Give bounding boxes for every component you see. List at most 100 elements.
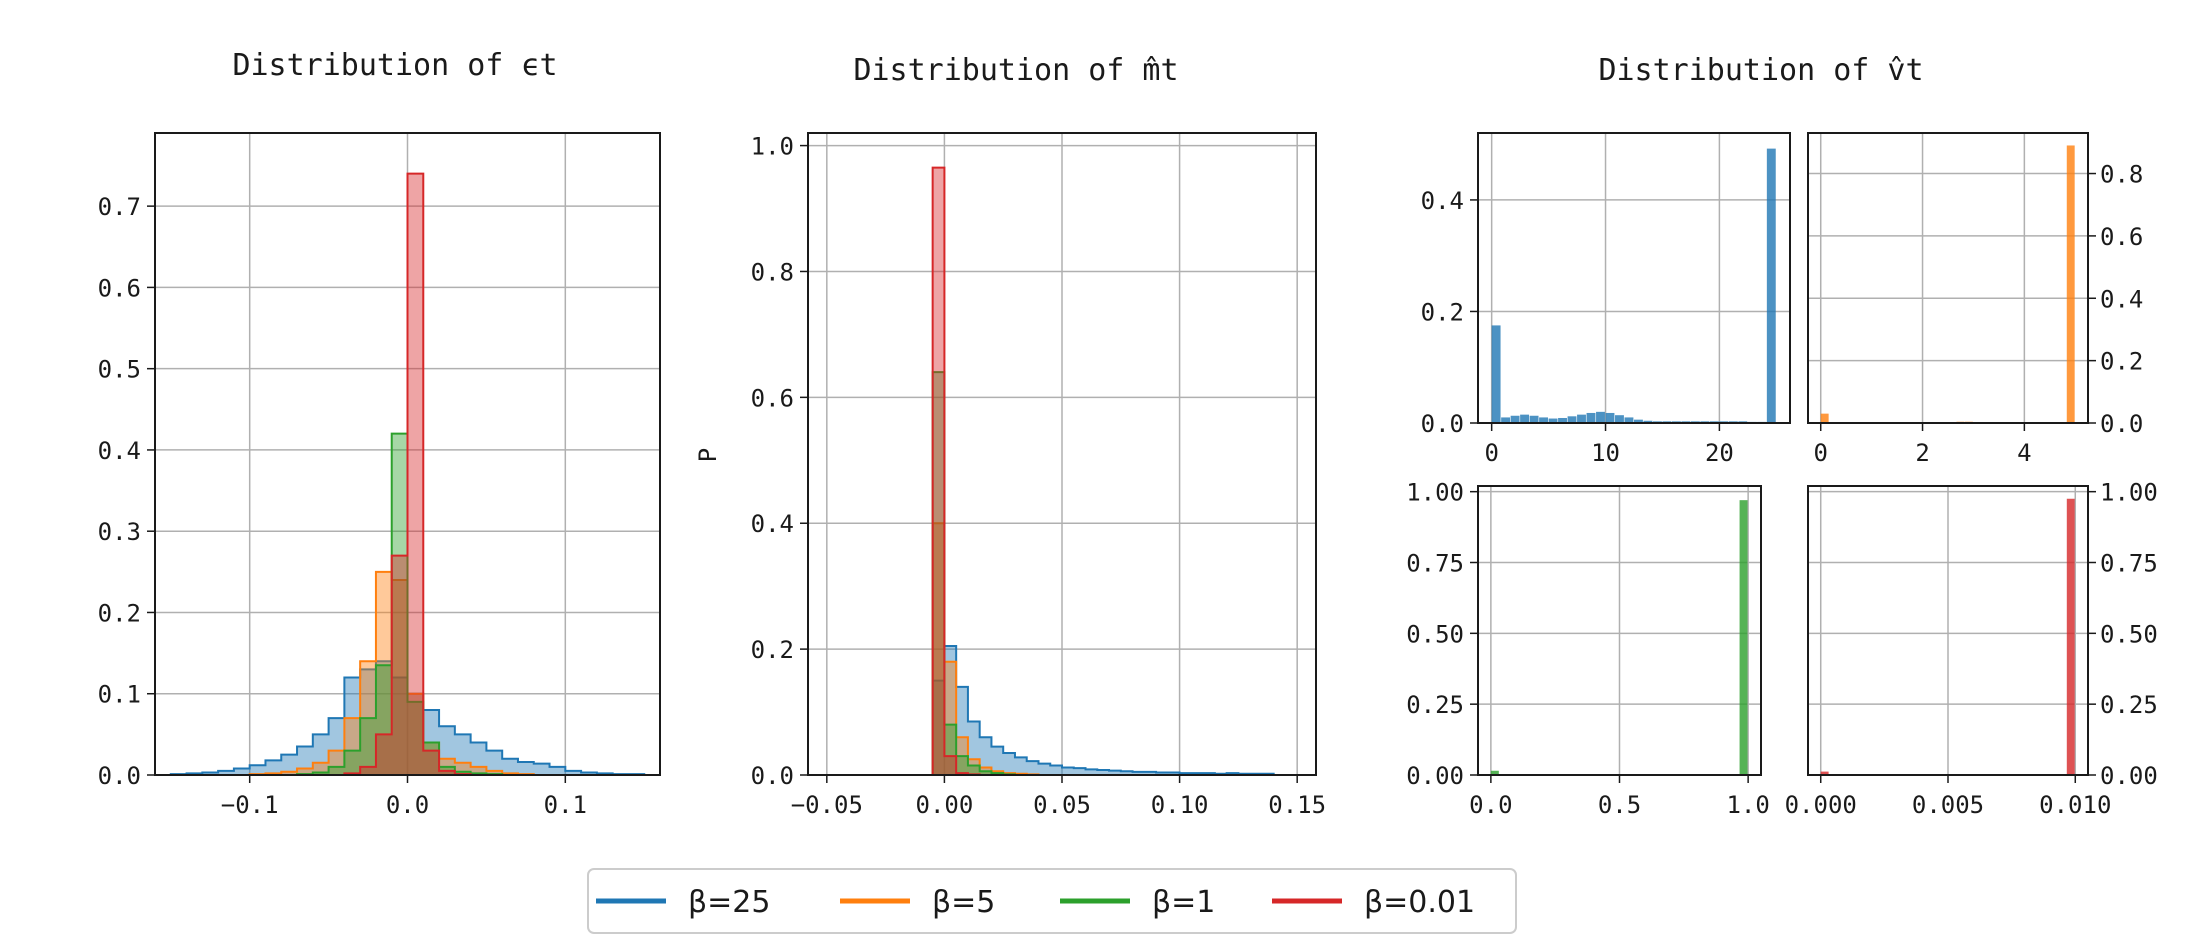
xtick-label: 2	[1915, 439, 1929, 467]
ytick-label: 0.8	[2100, 161, 2143, 189]
bar-1	[1501, 417, 1511, 423]
ytick-label: 0.7	[98, 193, 141, 221]
panels: −0.1 0.0 0.10.00.10.20.30.40.50.60.7−0.05 0…	[98, 132, 2158, 819]
bar-0	[1820, 771, 1829, 775]
xtick-label: 4	[2017, 439, 2031, 467]
legend: β=25 β=5 β=1 β=0.01	[587, 868, 1517, 934]
bar-11	[1596, 411, 1605, 423]
ytick-label: 0.5	[98, 356, 141, 384]
ytick-label: 0.4	[751, 510, 794, 538]
xtick-label: 0.1	[544, 791, 587, 819]
ytick-label: 0.6	[751, 384, 794, 412]
ytick-label: 1.00	[2100, 479, 2158, 507]
ytick-label: 0.00	[2100, 762, 2158, 790]
ytick-label: 0.2	[751, 636, 794, 664]
marks-0	[169, 172, 646, 775]
bar-9	[1577, 414, 1586, 423]
ytick-label: 0.4	[2100, 285, 2143, 313]
ytick-label: 0.2	[1421, 298, 1464, 326]
bar-14	[1624, 417, 1634, 423]
ytick-label: 0.50	[2100, 620, 2158, 648]
ytick-label: 0.75	[1406, 550, 1464, 578]
panel-0: −0.1 0.0 0.1 0.0 0.1 0.2 0.3 0.4 0.5 0.6 0.7	[98, 132, 661, 819]
bar-4	[1529, 415, 1539, 423]
xtick-label: 10	[1591, 439, 1620, 467]
hist-step-b001	[170, 172, 645, 775]
bar-6	[1548, 418, 1558, 423]
xtick-label: 1.0	[1726, 791, 1769, 819]
title-epsilon: Distribution of ϵt	[232, 48, 557, 83]
ytick-label: 0.25	[2100, 691, 2158, 719]
legend-label-b25: β=25	[688, 885, 770, 920]
bar-0	[1491, 325, 1501, 423]
bar-0	[1820, 413, 1829, 423]
xtick-label: 0.5	[1598, 791, 1641, 819]
panel-2: 0 10 20 0.0 0.2 0.4	[1421, 132, 1791, 467]
ytick-label: 0.4	[1421, 187, 1464, 215]
hist-fill-b25	[170, 661, 645, 775]
ytick-label: 1.0	[751, 133, 794, 161]
xtick-label: 0.15	[1268, 791, 1326, 819]
hist-step-b5	[931, 522, 1274, 775]
ytick-label: 0.2	[98, 599, 141, 627]
bar-3	[1520, 414, 1530, 423]
bar-13	[1615, 415, 1624, 423]
ytick-label: 0.00	[1406, 762, 1464, 790]
xtick-label: −0.1	[221, 791, 279, 819]
ytick-label: 0.3	[98, 518, 141, 546]
bar-0	[1490, 770, 1499, 775]
xtick-label: −0.05	[791, 791, 863, 819]
bar-7	[1558, 417, 1567, 423]
bar-29	[2066, 145, 2075, 423]
ytick-label: 0.25	[1406, 691, 1464, 719]
ytick-label: 0.75	[2100, 550, 2158, 578]
bar-12	[1605, 412, 1615, 423]
xtick-label: 0.010	[2039, 791, 2111, 819]
hist-step-b001	[931, 166, 1274, 775]
marks-1	[931, 166, 1275, 775]
legend-label-b001: β=0.01	[1364, 885, 1475, 920]
ytick-label: 0.0	[2100, 410, 2143, 438]
bar-29	[1739, 500, 1748, 775]
ytick-label: 1.00	[1406, 479, 1464, 507]
title-v-hat: Distribution of v̂t	[1598, 53, 1923, 88]
axes-frame	[1807, 132, 2089, 424]
ytick-label: 0.2	[2100, 348, 2143, 376]
title-m-hat: Distribution of m̂t	[853, 53, 1178, 88]
bar-29	[1766, 148, 1776, 423]
ytick-label: 0.4	[98, 437, 141, 465]
ytick-label: 0.6	[98, 274, 141, 302]
xtick-label: 0.10	[1151, 791, 1209, 819]
hist-fill-b1	[932, 372, 1274, 775]
xtick-label: 0	[1484, 439, 1498, 467]
bar-16	[1643, 420, 1653, 423]
xtick-label: 20	[1705, 439, 1734, 467]
panel-4: 0.0 0.5 1.0 0.00 0.25 0.50 0.75 1.00	[1406, 479, 1770, 819]
xtick-label: 0	[1814, 439, 1828, 467]
legend-label-b1: β=1	[1152, 885, 1215, 920]
legend-label-b5: β=5	[932, 885, 995, 920]
hist-fill-b5	[932, 523, 1274, 775]
xtick-label: 0.000	[1785, 791, 1857, 819]
bar-15	[1634, 419, 1643, 423]
axes-frame	[1477, 132, 1791, 424]
xtick-label: 0.005	[1912, 791, 1984, 819]
marks-2	[1491, 148, 1776, 423]
ytick-label: 0.0	[751, 762, 794, 790]
hist-step-b1	[170, 432, 645, 775]
ytick-label: 0.50	[1406, 620, 1464, 648]
bar-8	[1567, 416, 1577, 423]
ylabel-p: P	[694, 448, 722, 462]
ytick-label: 0.0	[98, 762, 141, 790]
xtick-label: 0.0	[386, 791, 429, 819]
bar-2	[1510, 415, 1520, 423]
hist-step-b1	[931, 371, 1274, 775]
ytick-label: 0.0	[1421, 410, 1464, 438]
ytick-label: 0.6	[2100, 223, 2143, 251]
bar-5	[1539, 417, 1548, 423]
panel-1: −0.05 0.00 0.05 0.10 0.15 0.0 0.2 0.4 0.6 0.8 1.0	[751, 132, 1326, 819]
xtick-label: 0.0	[1469, 791, 1512, 819]
hist-fill-b25	[932, 645, 1274, 775]
